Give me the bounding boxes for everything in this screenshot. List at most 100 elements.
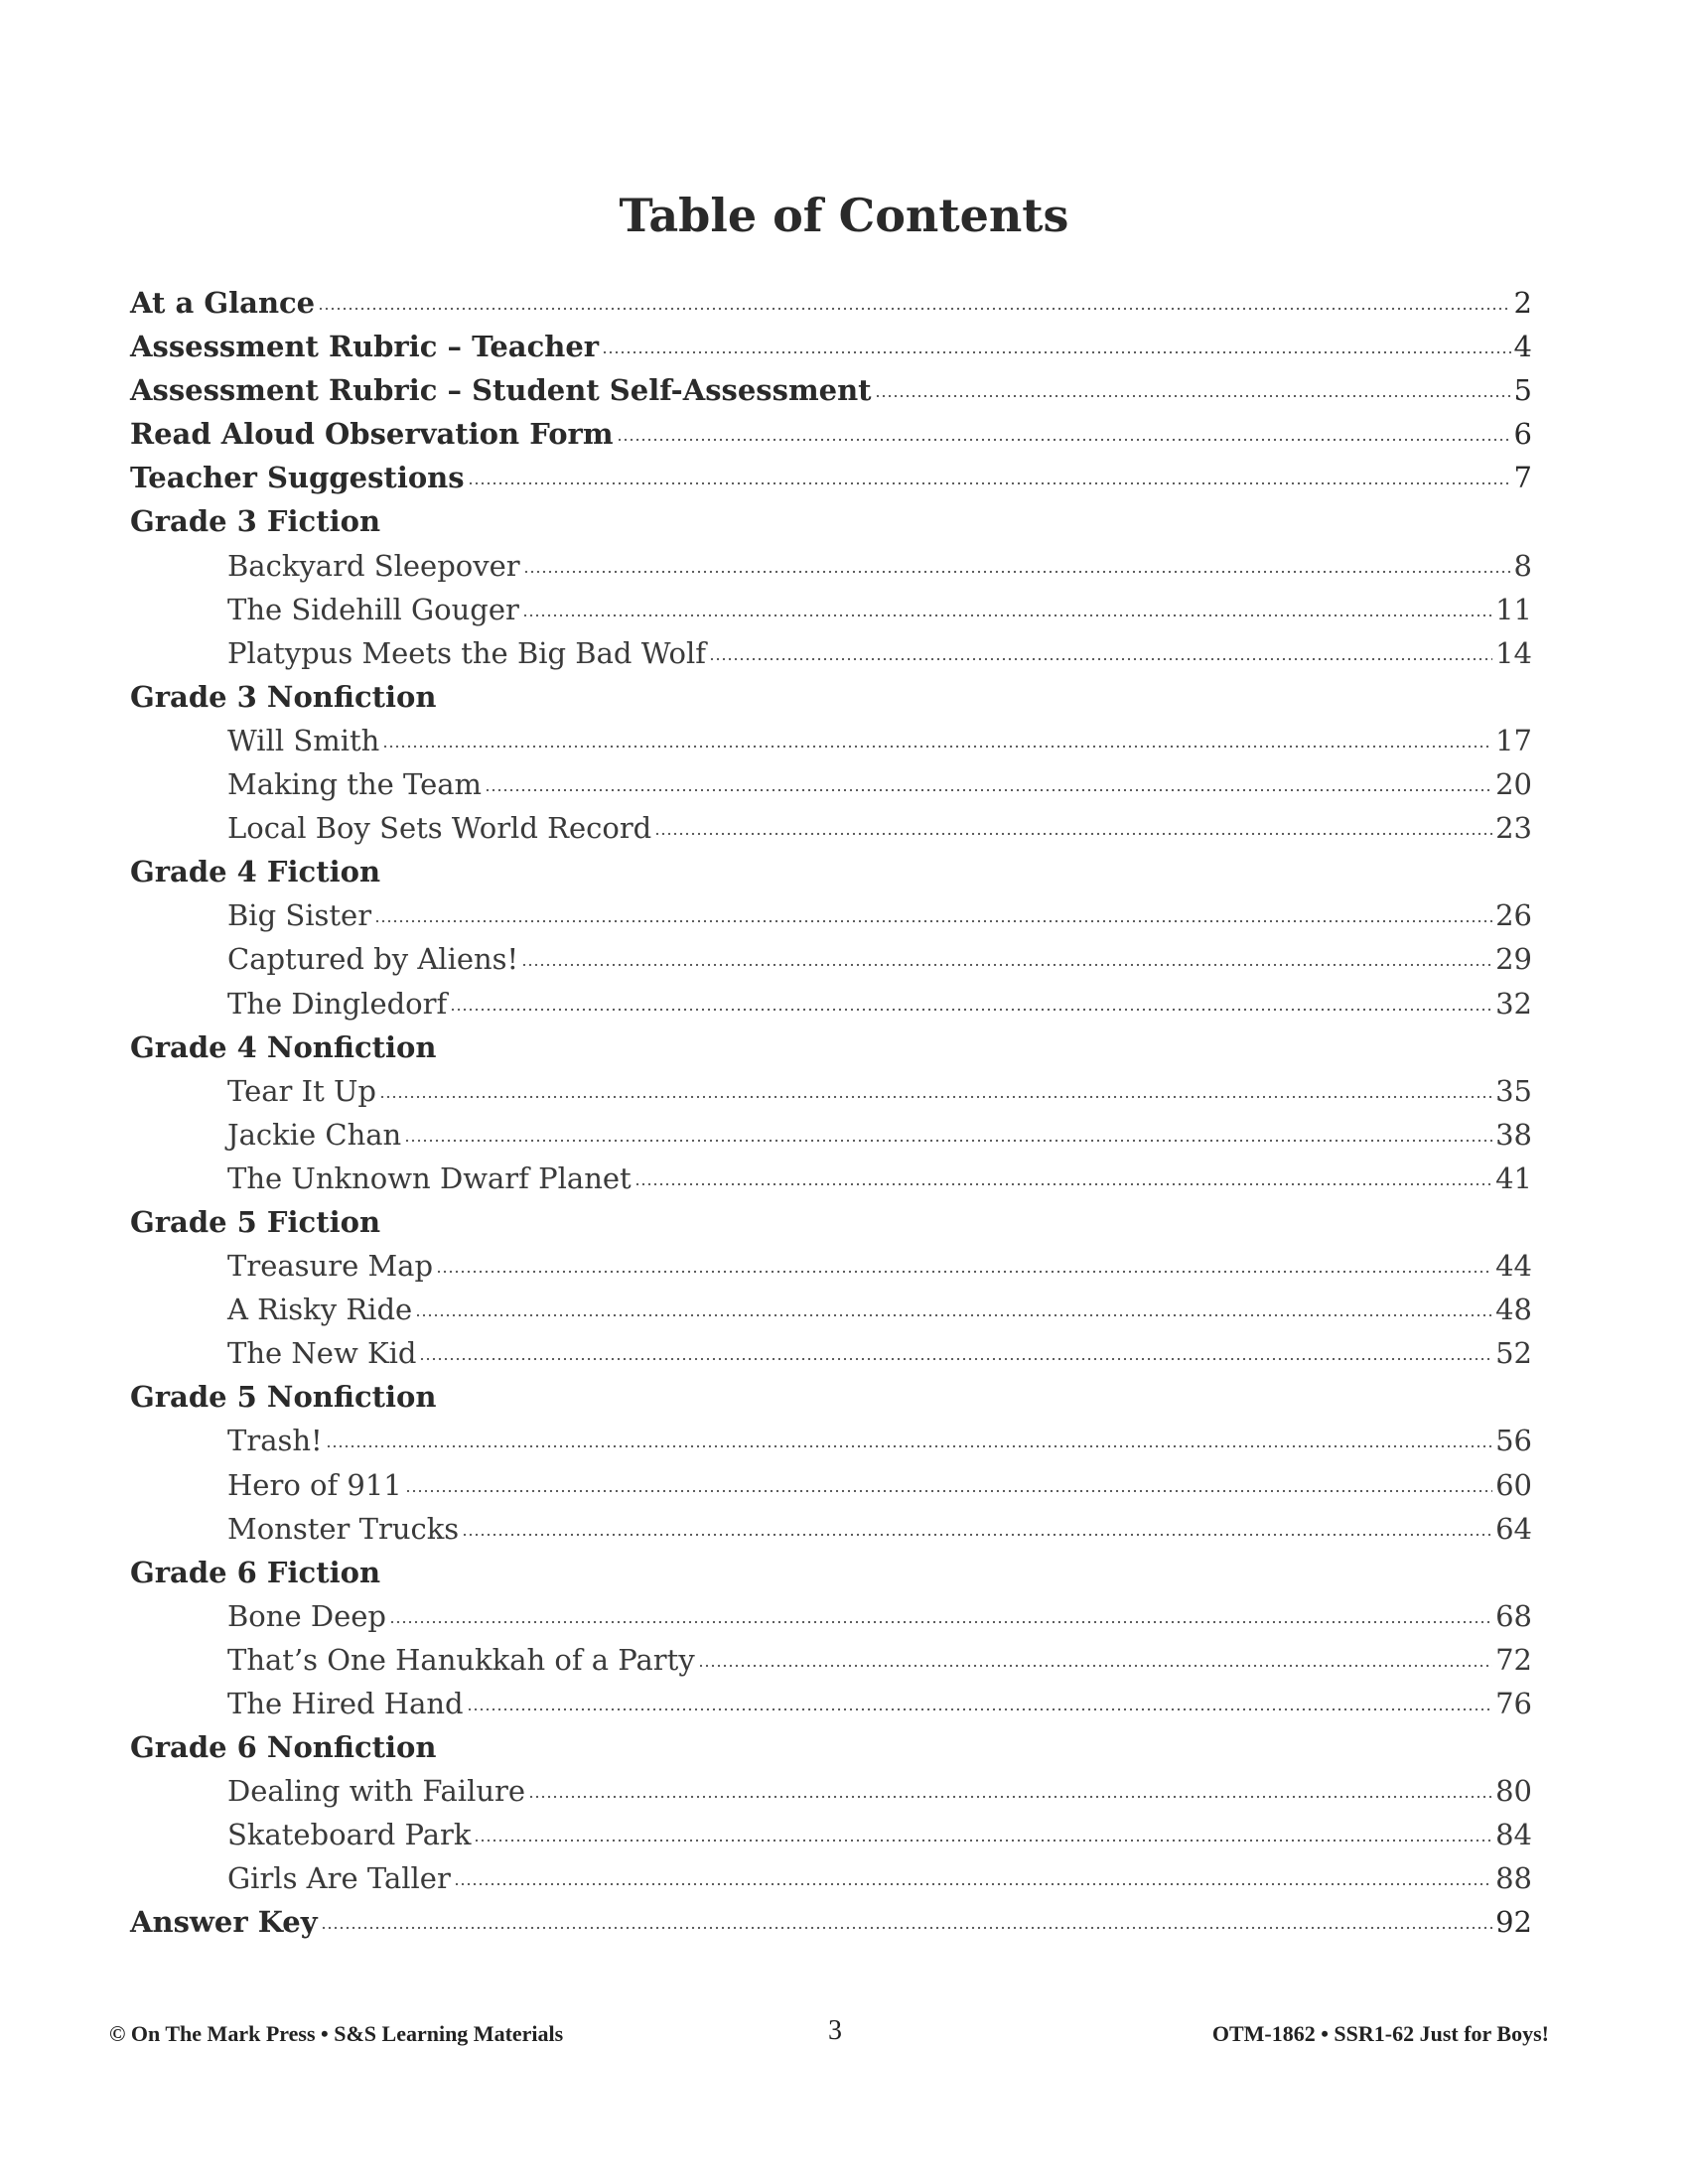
dot-leader [874, 394, 1511, 399]
toc-entry[interactable]: Backyard Sleepover 8 [130, 549, 1532, 593]
toc-entry-page: 88 [1495, 1861, 1532, 1896]
dot-leader [378, 1094, 1493, 1099]
toc-entry-label: The Hired Hand [227, 1687, 464, 1720]
toc-entry[interactable]: Hero of 911 60 [130, 1468, 1532, 1512]
dot-leader [709, 656, 1493, 661]
toc-entry-label: Grade 3 Fiction [130, 504, 381, 539]
dot-leader [374, 919, 1493, 924]
toc-section-heading: Grade 6 Fiction [130, 1556, 1532, 1599]
toc-entry-page: 64 [1495, 1511, 1532, 1546]
toc-entry[interactable]: The Unknown Dwarf Planet 41 [130, 1161, 1532, 1205]
toc-entry-label: That’s One Hanukkah of a Party [227, 1642, 695, 1677]
toc-section-heading: Grade 3 Fiction [130, 504, 1532, 548]
toc-entry[interactable]: Assessment Rubric – Student Self-Assessm… [130, 373, 1532, 417]
toc-entry-label: Grade 3 Nonfiction [130, 679, 437, 714]
dot-leader [521, 963, 1493, 968]
toc-entry-page: 23 [1495, 811, 1532, 846]
dot-leader [318, 307, 1511, 311]
dot-leader [404, 1138, 1493, 1143]
dot-leader [382, 744, 1493, 749]
toc-entry[interactable]: Big Sister 26 [130, 898, 1532, 942]
dot-leader [654, 832, 1493, 837]
toc-entry[interactable]: Dealing with Failure 80 [130, 1774, 1532, 1818]
dot-leader [388, 1619, 1493, 1624]
toc-entry[interactable]: Read Aloud Observation Form 6 [130, 417, 1532, 461]
toc-entry-page: 7 [1513, 461, 1532, 495]
toc-entry[interactable]: Jackie Chan 38 [130, 1118, 1532, 1161]
dot-leader [602, 350, 1511, 355]
toc-entry[interactable]: Captured by Aliens! 29 [130, 942, 1532, 986]
toc-entry-label: Will Smith [227, 723, 380, 757]
toc-entry[interactable]: Making the Team 20 [130, 767, 1532, 811]
dot-leader [419, 1357, 1493, 1362]
toc-entry[interactable]: Bone Deep 68 [130, 1599, 1532, 1643]
footer-product-code: OTM-1862 • SSR1-62 Just for Boys! [1211, 2021, 1549, 2046]
dot-leader [528, 1795, 1493, 1800]
dot-leader [633, 1181, 1493, 1186]
toc-section-heading: Grade 3 Nonfiction [130, 680, 1532, 724]
toc-entry[interactable]: The Hired Hand 76 [130, 1687, 1532, 1730]
toc-entry-label: At a Glance [130, 286, 316, 320]
toc-entry-label: Platypus Meets the Big Bad Wolf [227, 635, 706, 670]
toc-section-heading: Grade 5 Nonfiction [130, 1380, 1532, 1424]
toc-entry-label: Tear It Up [227, 1073, 376, 1108]
toc-entry-label: Grade 5 Fiction [130, 1204, 381, 1239]
toc-entry[interactable]: Platypus Meets the Big Bad Wolf 14 [130, 636, 1532, 680]
dot-leader [453, 1882, 1493, 1887]
toc-entry[interactable]: Tear It Up 35 [130, 1074, 1532, 1118]
dot-leader [415, 1313, 1493, 1318]
toc-entry-label: Grade 6 Nonfiction [130, 1730, 437, 1765]
toc-entry[interactable]: At a Glance 2 [130, 286, 1532, 330]
toc-entry-label: Monster Trucks [227, 1511, 460, 1546]
toc-entry-page: 52 [1495, 1336, 1532, 1371]
toc-entry-label: Treasure Map [227, 1249, 434, 1284]
toc-entry-label: The Dingledorf [227, 986, 448, 1021]
toc-entry-label: Girls Are Taller [227, 1861, 451, 1896]
table-of-contents: At a Glance 2 Assessment Rubric – Teacher 4… [130, 286, 1532, 1950]
dot-leader [450, 1007, 1493, 1012]
toc-entry[interactable]: The Sidehill Gouger 11 [130, 593, 1532, 636]
toc-entry-label: The New Kid [227, 1336, 417, 1371]
toc-entry[interactable]: Monster Trucks 64 [130, 1512, 1532, 1556]
toc-entry-page: 60 [1495, 1467, 1532, 1502]
toc-entry-label: Grade 5 Nonfiction [130, 1380, 437, 1415]
toc-entry-page: 35 [1495, 1073, 1532, 1108]
toc-entry-label: Big Sister [227, 898, 372, 933]
toc-entry-page: 20 [1495, 767, 1532, 802]
toc-entry-page: 5 [1513, 373, 1532, 408]
toc-entry[interactable]: Trash! 56 [130, 1424, 1532, 1467]
toc-entry[interactable]: Treasure Map 44 [130, 1249, 1532, 1293]
toc-entry[interactable]: Skateboard Park 84 [130, 1818, 1532, 1861]
toc-entry-label: Assessment Rubric – Teacher [130, 330, 600, 364]
dot-leader [521, 613, 1493, 617]
dot-leader [404, 1488, 1493, 1493]
toc-entry-page: 2 [1513, 286, 1532, 320]
toc-entry-page: 11 [1495, 592, 1532, 626]
toc-entry[interactable]: A Risky Ride 48 [130, 1293, 1532, 1336]
toc-entry[interactable]: Will Smith 17 [130, 724, 1532, 767]
dot-leader [436, 1270, 1493, 1275]
dot-leader [320, 1926, 1493, 1931]
toc-entry-page: 26 [1495, 898, 1532, 933]
toc-entry[interactable]: Assessment Rubric – Teacher 4 [130, 330, 1532, 373]
toc-entry-page: 56 [1495, 1424, 1532, 1458]
toc-entry[interactable]: Girls Are Taller 88 [130, 1861, 1532, 1905]
toc-entry-label: Answer Key [130, 1905, 318, 1940]
footer-page-number: 3 [828, 2015, 842, 2046]
toc-entry[interactable]: The Dingledorf 32 [130, 987, 1532, 1030]
dot-leader [616, 438, 1511, 443]
toc-section-heading: Grade 4 Fiction [130, 855, 1532, 898]
toc-entry[interactable]: Teacher Suggestions 7 [130, 461, 1532, 504]
toc-entry-label: Grade 4 Fiction [130, 855, 381, 889]
toc-entry-label: Bone Deep [227, 1598, 386, 1633]
toc-entry-page: 92 [1495, 1905, 1532, 1940]
toc-entry-page: 32 [1495, 986, 1532, 1021]
toc-entry[interactable]: Local Boy Sets World Record 23 [130, 811, 1532, 855]
dot-leader [485, 788, 1493, 793]
toc-entry-page: 38 [1495, 1117, 1532, 1152]
toc-entry-label: Local Boy Sets World Record [227, 811, 652, 846]
toc-entry[interactable]: That’s One Hanukkah of a Party 72 [130, 1643, 1532, 1687]
toc-entry[interactable]: Answer Key 92 [130, 1905, 1532, 1949]
toc-entry[interactable]: The New Kid 52 [130, 1336, 1532, 1380]
dot-leader [466, 1707, 1493, 1711]
